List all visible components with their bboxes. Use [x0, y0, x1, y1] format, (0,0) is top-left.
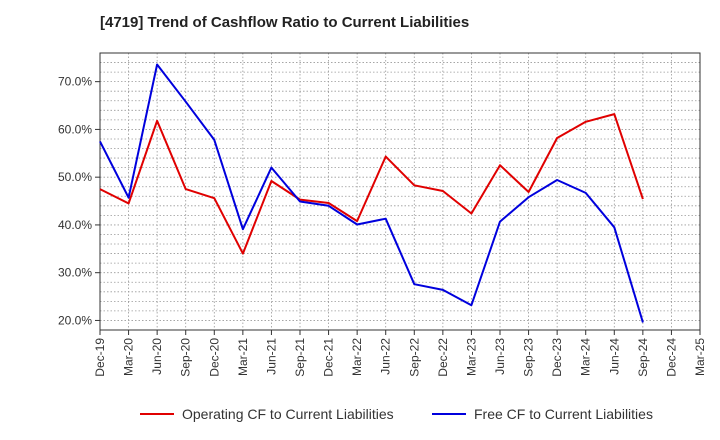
x-tick-label: Dec-22 [436, 338, 450, 377]
y-tick-label: 30.0% [58, 266, 92, 280]
x-tick-label: Mar-22 [350, 338, 364, 376]
legend-label-2: Free CF to Current Liabilities [474, 406, 653, 422]
x-tick-label: Sep-23 [522, 338, 536, 377]
x-tick-label: Jun-23 [493, 338, 507, 375]
x-tick-label: Dec-21 [322, 338, 336, 377]
x-tick-label: Jun-20 [150, 338, 164, 375]
y-tick-label: 40.0% [58, 218, 92, 232]
series-line-2 [99, 63, 644, 323]
x-tick-label: Dec-19 [93, 338, 107, 377]
x-tick-label: Sep-24 [636, 338, 650, 377]
plot-area-frame [99, 52, 701, 331]
y-tick-label: 70.0% [58, 75, 92, 89]
x-tick-label: Jun-22 [379, 338, 393, 375]
x-tick-label: Mar-24 [579, 338, 593, 376]
y-tick-label: 60.0% [58, 122, 92, 136]
x-tick-label: Dec-23 [550, 338, 564, 377]
x-tick-label: Sep-22 [407, 338, 421, 377]
legend-label-1: Operating CF to Current Liabilities [182, 406, 394, 422]
x-tick-label: Dec-20 [207, 338, 221, 377]
x-tick-label: Jun-24 [607, 338, 621, 375]
x-tick-label: Jun-21 [264, 338, 278, 375]
y-tick-label: 20.0% [58, 313, 92, 327]
x-tick-label: Mar-20 [122, 338, 136, 376]
x-tick-label: Mar-21 [236, 338, 250, 376]
x-tick-label: Sep-20 [179, 338, 193, 377]
series-line-1 [99, 113, 644, 255]
x-tick-label: Mar-25 [693, 338, 707, 376]
y-tick-label: 50.0% [58, 170, 92, 184]
chart-title: [4719] Trend of Cashflow Ratio to Curren… [100, 14, 470, 31]
x-tick-label: Dec-24 [664, 338, 678, 377]
x-tick-label: Sep-21 [293, 338, 307, 377]
x-tick-label: Mar-23 [464, 338, 478, 376]
